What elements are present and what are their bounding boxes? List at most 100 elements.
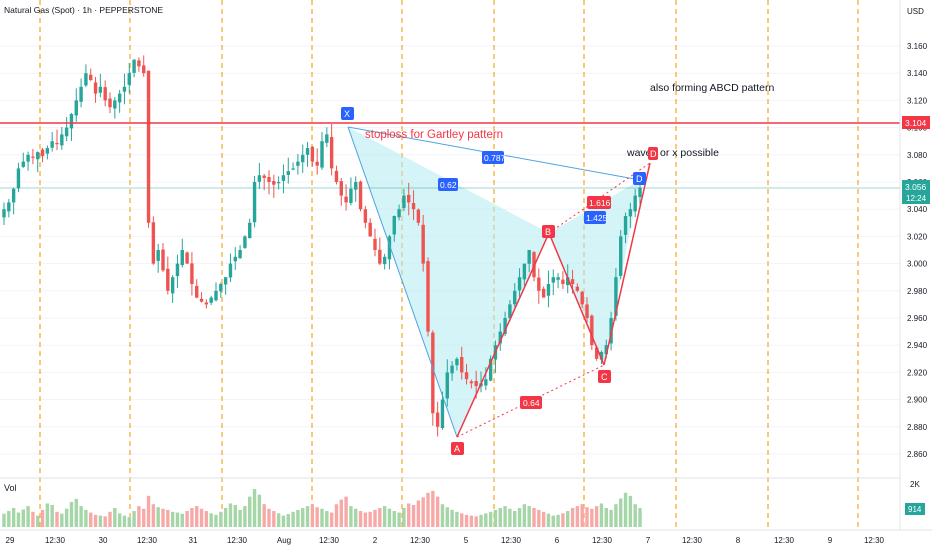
- volume-bar: [503, 506, 507, 527]
- candle-body: [214, 290, 218, 301]
- candle-body: [368, 222, 372, 237]
- ratio-xb-badge[interactable]: 0.787: [482, 151, 506, 164]
- candle-body: [402, 195, 406, 208]
- candle-body: [349, 188, 353, 203]
- volume-bar: [570, 508, 575, 527]
- time-tick-label: Aug: [277, 536, 291, 545]
- stoploss-annotation[interactable]: stoploss for Gartley pattern: [365, 129, 503, 141]
- ratio-bd-badge[interactable]: 1.616: [587, 196, 611, 209]
- candle-body: [267, 177, 271, 182]
- time-tick-label: 9: [828, 536, 833, 545]
- candle-body: [508, 304, 512, 319]
- volume-bar: [469, 515, 474, 527]
- candle-body: [199, 298, 204, 302]
- volume-bar: [614, 504, 618, 527]
- candle-body: [296, 161, 300, 166]
- candle-body: [320, 141, 324, 168]
- volume-bar: [339, 499, 343, 527]
- candle-body: [305, 148, 310, 155]
- candle-body: [272, 181, 276, 185]
- candle-body: [209, 297, 213, 303]
- wave-annotation[interactable]: wave D or x possible: [626, 147, 719, 160]
- point-c-badge[interactable]: C: [598, 370, 611, 383]
- volume-bar: [623, 492, 628, 527]
- price-axis-background: [900, 0, 932, 530]
- volume-bar: [248, 496, 252, 527]
- volume-bar: [363, 512, 368, 527]
- volume-bar: [402, 508, 406, 527]
- candle-body: [604, 345, 608, 355]
- candle-body: [354, 182, 358, 190]
- candle-body: [146, 70, 151, 223]
- abcd-annotation[interactable]: also forming ABCD pattern: [650, 82, 774, 94]
- candle-body: [156, 250, 160, 261]
- candle-body: [411, 203, 416, 210]
- price-tick-label: 3.040: [907, 205, 928, 214]
- candle-body: [527, 250, 531, 264]
- candle-body: [392, 216, 396, 235]
- volume-current-tag: 914: [905, 503, 925, 515]
- point-d-badge[interactable]: D: [633, 172, 646, 185]
- time-tick-label: 12:30: [45, 536, 66, 545]
- candle-body: [623, 216, 628, 235]
- volume-bar: [45, 503, 50, 527]
- volume-bar: [166, 509, 170, 527]
- candle-body: [498, 331, 502, 344]
- volume-bar: [537, 509, 541, 527]
- candle-body: [513, 290, 517, 305]
- candle-body: [252, 182, 257, 223]
- volume-bar: [180, 513, 184, 527]
- volume-current-label: 914: [908, 505, 922, 514]
- volume-bar: [26, 506, 30, 527]
- volume-bar: [411, 504, 416, 527]
- volume-bar: [575, 506, 580, 527]
- volume-bar: [142, 508, 146, 527]
- price-tick-label: 2.900: [907, 396, 928, 405]
- volume-bar: [228, 503, 233, 527]
- volume-bar: [619, 498, 623, 527]
- candle-body: [170, 277, 175, 294]
- point-b-badge[interactable]: B: [542, 225, 555, 238]
- time-tick-label: 29: [6, 536, 15, 545]
- countdown-label: 12:24: [906, 194, 927, 203]
- ratio-bd-label: 1.616: [589, 198, 611, 208]
- candle-body: [262, 175, 266, 178]
- candle-body: [522, 263, 527, 280]
- candle-body: [301, 154, 305, 163]
- ratio-xd-badge[interactable]: 1.425: [584, 211, 608, 224]
- volume-bar: [108, 511, 112, 527]
- time-tick-label: 12:30: [864, 536, 885, 545]
- volume-bar: [590, 508, 594, 527]
- candle-body: [132, 59, 136, 73]
- volume-bar: [522, 504, 527, 527]
- candle-body: [464, 372, 469, 380]
- candle-body: [281, 175, 286, 181]
- ratio-ac-badge[interactable]: 0.64: [520, 396, 542, 409]
- volume-bar: [146, 495, 151, 527]
- candle-body: [546, 284, 551, 296]
- volume-bar: [556, 514, 560, 527]
- candle-body: [291, 168, 295, 170]
- volume-bar: [334, 504, 339, 527]
- time-tick-label: 12:30: [137, 536, 158, 545]
- leg-ab: [456, 232, 550, 438]
- candle-body: [185, 252, 189, 264]
- price-tick-label: 3.000: [907, 260, 928, 269]
- volume-bar: [156, 507, 160, 527]
- stoploss-price-label: 3.104: [905, 118, 927, 128]
- volume-bar: [580, 504, 584, 527]
- volume-bar: [301, 508, 305, 527]
- volume-bar: [7, 511, 11, 527]
- candle-body: [286, 171, 290, 175]
- volume-bar: [190, 508, 194, 527]
- candle-body: [537, 277, 541, 291]
- ratio-ab-badge[interactable]: 0.62: [438, 178, 458, 191]
- candle-body: [619, 236, 623, 276]
- candle-body: [594, 347, 599, 359]
- point-a-badge[interactable]: A: [451, 442, 464, 455]
- candle-body: [575, 286, 580, 291]
- price-tick-label: 2.940: [907, 341, 928, 350]
- point-x-badge[interactable]: X: [341, 107, 354, 120]
- candle-body: [26, 154, 30, 162]
